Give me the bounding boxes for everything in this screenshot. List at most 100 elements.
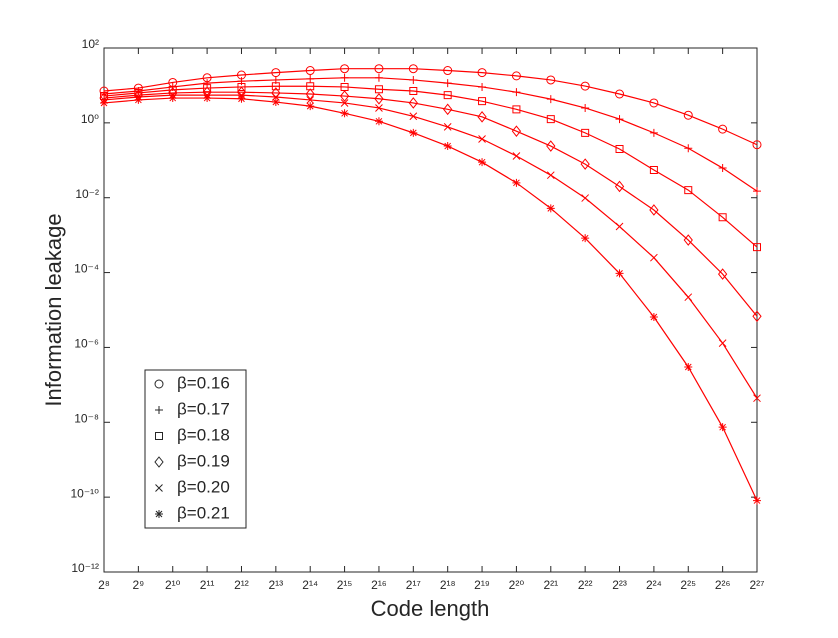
- marker: [409, 112, 418, 121]
- marker: [477, 68, 487, 78]
- marker: [443, 103, 453, 116]
- marker: [237, 94, 246, 103]
- x-tick-label: 2²³: [612, 578, 627, 592]
- y-axis-label: Information leakage: [41, 213, 66, 406]
- x-tick-label: 2¹⁵: [337, 578, 353, 592]
- legend-label: β=0.17: [177, 399, 230, 418]
- marker: [478, 82, 487, 91]
- marker: [202, 73, 212, 83]
- marker: [443, 66, 453, 76]
- marker: [340, 109, 349, 118]
- marker: [546, 75, 556, 85]
- marker: [615, 89, 625, 99]
- marker: [512, 88, 521, 97]
- marker: [100, 98, 108, 107]
- marker: [443, 142, 452, 151]
- legend-label: β=0.21: [177, 503, 230, 522]
- marker: [580, 81, 590, 91]
- marker: [134, 95, 143, 104]
- marker: [306, 96, 315, 104]
- legend-label: β=0.19: [177, 451, 230, 470]
- marker: [546, 204, 555, 213]
- marker: [512, 152, 521, 160]
- marker: [306, 102, 315, 111]
- marker: [753, 187, 761, 196]
- marker: [409, 86, 418, 95]
- marker: [271, 68, 281, 78]
- marker: [718, 213, 727, 222]
- marker: [581, 103, 590, 112]
- x-tick-label: 2²⁴: [646, 578, 662, 592]
- marker: [718, 339, 727, 348]
- x-tick-label: 2¹⁷: [406, 578, 421, 592]
- marker: [478, 135, 486, 143]
- marker: [340, 99, 349, 107]
- marker: [237, 82, 246, 91]
- legend-marker: [155, 432, 163, 440]
- series-line: [103, 68, 758, 146]
- marker: [615, 269, 624, 278]
- marker: [511, 125, 522, 137]
- marker: [374, 92, 384, 105]
- marker: [752, 140, 762, 150]
- marker: [581, 128, 590, 137]
- marker: [717, 268, 728, 280]
- marker: [649, 204, 659, 216]
- marker: [650, 253, 658, 262]
- marker: [339, 90, 350, 102]
- marker: [649, 128, 658, 137]
- legend-label: β=0.16: [177, 373, 230, 392]
- marker: [649, 166, 658, 175]
- marker: [614, 180, 625, 193]
- marker: [753, 496, 761, 505]
- legend-label: β=0.18: [177, 425, 230, 444]
- marker: [443, 79, 452, 88]
- marker: [581, 234, 590, 243]
- x-tick-label: 2¹⁸: [440, 578, 456, 592]
- marker: [718, 423, 727, 432]
- marker: [718, 164, 727, 173]
- marker: [305, 66, 315, 76]
- marker: [271, 98, 280, 107]
- y-tick-label: 10²: [82, 37, 99, 51]
- series-line: [103, 97, 758, 501]
- y-tick-label: 10⁻²: [75, 187, 99, 201]
- x-axis-label: Code length: [371, 596, 490, 621]
- legend-marker: [154, 379, 164, 389]
- marker: [409, 128, 418, 137]
- marker: [615, 222, 624, 231]
- marker: [683, 234, 693, 246]
- marker: [546, 115, 555, 124]
- marker: [581, 194, 590, 202]
- marker: [203, 79, 212, 88]
- y-tick-label: 10⁻⁶: [74, 337, 99, 351]
- marker: [478, 97, 487, 106]
- y-tick-label: 10⁰: [81, 112, 99, 126]
- marker: [753, 243, 761, 252]
- legend-marker: [154, 456, 164, 468]
- legend-marker: [155, 484, 163, 492]
- marker: [408, 64, 418, 74]
- marker: [374, 117, 383, 126]
- y-tick-label: 10⁻⁴: [74, 262, 99, 276]
- marker: [236, 70, 246, 80]
- marker: [340, 73, 349, 82]
- marker: [409, 75, 418, 84]
- marker: [752, 310, 762, 323]
- x-tick-label: 2¹⁹: [474, 578, 490, 592]
- marker: [375, 104, 383, 112]
- x-tick-label: 2⁹: [132, 578, 144, 592]
- marker: [684, 362, 693, 371]
- marker: [168, 94, 177, 103]
- marker: [478, 158, 487, 167]
- marker: [477, 111, 487, 123]
- marker: [443, 123, 452, 131]
- marker: [271, 82, 280, 91]
- marker: [512, 105, 521, 114]
- series-line: [103, 85, 758, 248]
- x-tick-label: 2⁸: [98, 578, 110, 592]
- series-line: [103, 77, 758, 192]
- marker: [340, 82, 349, 91]
- legend-marker: [155, 510, 163, 518]
